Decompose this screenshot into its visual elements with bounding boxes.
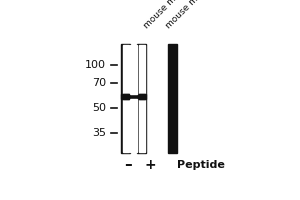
- Text: mouse muscle: mouse muscle: [142, 0, 195, 30]
- Text: 70: 70: [92, 78, 106, 88]
- Bar: [139, 45, 145, 152]
- Bar: [139, 94, 145, 99]
- Text: Peptide: Peptide: [177, 160, 225, 170]
- Text: 35: 35: [92, 128, 106, 138]
- Bar: [121, 94, 146, 99]
- Bar: [123, 45, 129, 152]
- Bar: [168, 44, 176, 153]
- Text: mouse muscle: mouse muscle: [164, 0, 217, 30]
- Bar: [121, 44, 130, 153]
- Text: 50: 50: [92, 103, 106, 113]
- Bar: [123, 94, 129, 99]
- Bar: [130, 45, 137, 94]
- Bar: [137, 44, 146, 153]
- Bar: [130, 99, 137, 152]
- Text: –: –: [124, 157, 132, 172]
- Text: +: +: [145, 158, 157, 172]
- Text: 100: 100: [85, 60, 106, 70]
